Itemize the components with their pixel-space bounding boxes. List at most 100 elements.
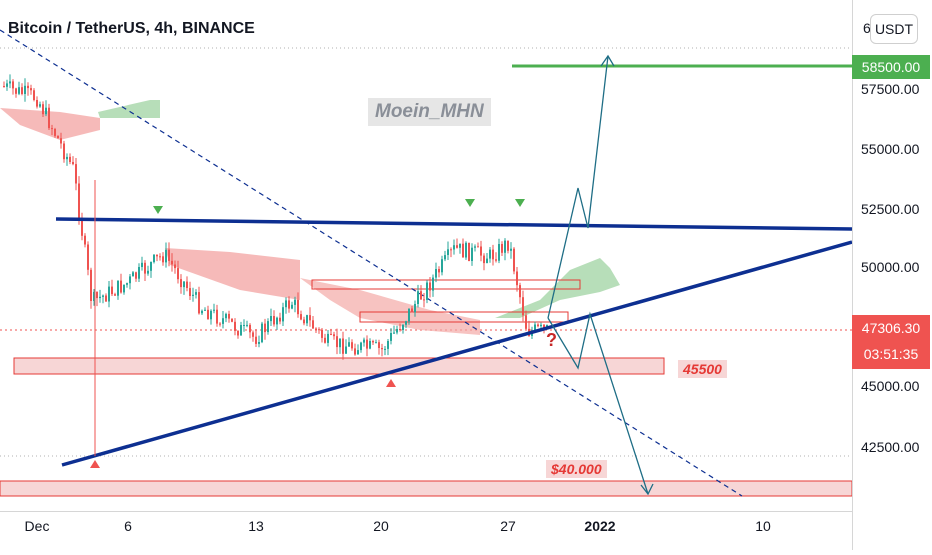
- candle-body: [159, 256, 161, 258]
- candle-body: [162, 256, 164, 263]
- projection-up: [547, 55, 609, 319]
- price-tick: 57500.00: [861, 81, 920, 97]
- candle-body: [108, 286, 110, 302]
- candle-body: [426, 282, 428, 300]
- zone-resistance-2: [359, 311, 569, 323]
- candle-body: [249, 324, 251, 333]
- down-marker-3: [515, 199, 525, 207]
- resistance-trendline: [55, 217, 853, 231]
- candle-body: [471, 247, 473, 261]
- candle-body: [537, 324, 539, 327]
- candle-body: [222, 318, 224, 324]
- candle-body: [90, 269, 92, 301]
- candle-body: [30, 88, 32, 91]
- candle-body: [396, 329, 398, 333]
- lower-target-label: $40.000: [546, 460, 607, 478]
- time-tick: 27: [500, 518, 516, 534]
- candle-body: [36, 100, 38, 107]
- candle-body: [93, 291, 95, 301]
- time-tick: 6: [124, 518, 132, 534]
- candle-body: [321, 329, 323, 338]
- candle-body: [507, 240, 509, 251]
- currency-selector-button[interactable]: USDT: [870, 14, 918, 44]
- last-price-badge: 47306.30 03:51:35: [852, 315, 930, 369]
- candle-body: [219, 323, 221, 325]
- candle-body: [48, 107, 50, 129]
- candle-body: [369, 341, 371, 349]
- up-marker-2: [386, 379, 396, 387]
- candle-body: [60, 138, 62, 144]
- chart-canvas[interactable]: ?: [0, 0, 853, 550]
- candle-body: [24, 85, 26, 94]
- chart-area[interactable]: ? Bitcoin / TetherUS, 4h, BINANCE Moein_…: [0, 0, 853, 550]
- candle-body: [342, 338, 344, 354]
- time-tick: 10: [755, 518, 771, 534]
- candle-body: [384, 348, 386, 350]
- support-zone-45500: [13, 357, 665, 375]
- candles: [3, 74, 548, 360]
- candle-body: [129, 276, 131, 284]
- candle-body: [72, 162, 74, 165]
- candle-body: [21, 87, 23, 94]
- candle-body: [39, 104, 41, 107]
- chart-title: Bitcoin / TetherUS, 4h, BINANCE: [8, 20, 255, 37]
- candle-body: [135, 272, 137, 279]
- candle-body: [198, 292, 200, 314]
- candle-body: [522, 297, 524, 316]
- candle-body: [339, 338, 341, 348]
- candle-body: [84, 235, 86, 245]
- candle-body: [435, 269, 437, 278]
- candle-body: [132, 272, 134, 277]
- candle-body: [150, 262, 152, 271]
- candle-body: [207, 309, 209, 320]
- candle-body: [87, 244, 89, 270]
- candle-body: [96, 291, 98, 299]
- price-axis[interactable]: 6 57500.00 55000.00 52500.00 50000.00 45…: [852, 0, 932, 550]
- candle-body: [258, 342, 260, 344]
- cloud-red-3: [300, 278, 480, 335]
- candle-body: [414, 304, 416, 313]
- bar-countdown: 03:51:35: [863, 346, 919, 362]
- candle-body: [375, 342, 377, 344]
- candle-body: [390, 333, 392, 341]
- candle-body: [459, 243, 461, 248]
- candle-body: [450, 249, 452, 251]
- candle-body: [18, 87, 20, 94]
- candle-body: [66, 156, 68, 160]
- candle-body: [303, 319, 305, 324]
- candle-body: [492, 249, 494, 260]
- up-marker-1: [90, 460, 100, 468]
- candle-body: [498, 244, 500, 261]
- candle-body: [360, 342, 362, 351]
- candle-body: [540, 324, 542, 327]
- candle-body: [153, 254, 155, 263]
- candle-body: [468, 242, 470, 261]
- price-tick: 55000.00: [861, 141, 920, 157]
- time-axis[interactable]: Dec 6 13 20 27 2022 10: [0, 511, 852, 551]
- candle-body: [501, 244, 503, 253]
- candle-body: [261, 323, 263, 343]
- price-tick: 52500.00: [861, 201, 920, 217]
- candle-body: [330, 333, 332, 335]
- candle-body: [282, 307, 284, 322]
- candle-body: [195, 292, 197, 295]
- candle-body: [3, 86, 5, 87]
- projection-down-arrow: [640, 483, 654, 496]
- candle-body: [444, 255, 446, 260]
- candle-body: [204, 309, 206, 311]
- candle-body: [381, 348, 383, 350]
- last-price-value: 47306.30: [861, 320, 921, 336]
- question-mark: ?: [546, 330, 557, 350]
- candle-body: [117, 280, 119, 296]
- candle-body: [45, 107, 47, 115]
- candle-body: [519, 285, 521, 298]
- candle-body: [264, 323, 266, 333]
- candle-body: [480, 246, 482, 256]
- candle-body: [33, 90, 35, 100]
- candle-body: [474, 246, 476, 248]
- time-tick-year: 2022: [584, 518, 616, 534]
- candle-body: [423, 299, 425, 301]
- candle-body: [270, 316, 272, 322]
- candle-body: [63, 143, 65, 160]
- down-marker-2: [465, 199, 475, 207]
